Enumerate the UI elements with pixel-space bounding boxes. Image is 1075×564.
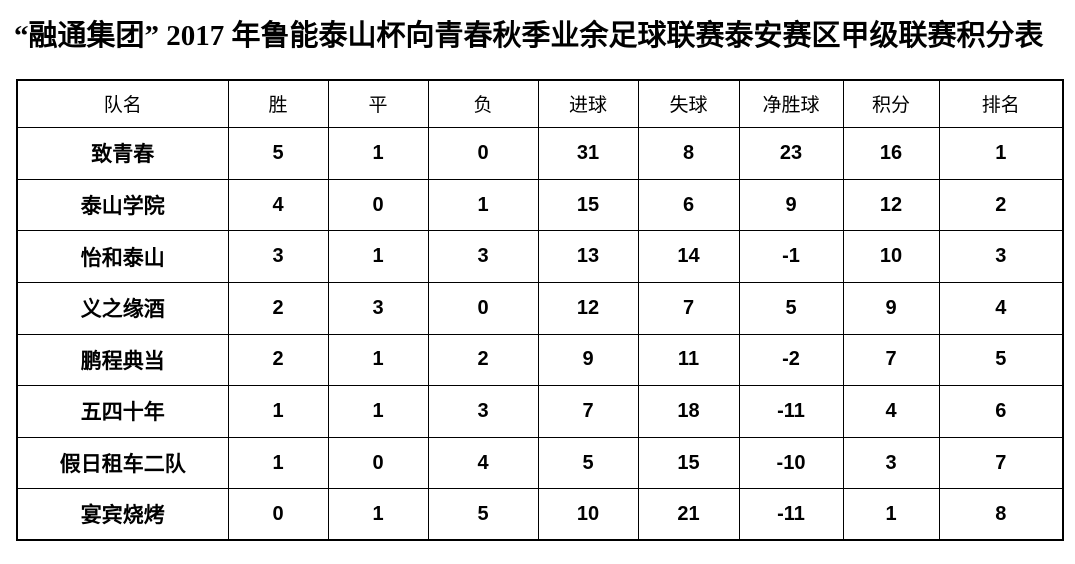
team-name-cell: 假日租车二队 <box>16 436 229 490</box>
stat-cell: 9 <box>738 178 844 232</box>
stat-cell: 1 <box>227 436 329 490</box>
table-row: 五四十年 1 1 3 7 18 -11 4 6 <box>16 385 1064 438</box>
column-header-7: 积分 <box>842 79 940 129</box>
stat-cell: 15 <box>537 178 639 232</box>
stat-cell: 1 <box>327 127 429 180</box>
stat-cell: 1 <box>327 333 429 387</box>
stat-cell: 5 <box>938 333 1064 387</box>
stat-cell: 6 <box>938 385 1064 438</box>
stat-cell: 5 <box>738 281 844 335</box>
team-name-cell: 宴宾烧烤 <box>16 488 229 541</box>
team-name-cell: 义之缘酒 <box>16 281 229 335</box>
team-name-cell: 泰山学院 <box>16 178 229 232</box>
stat-cell: 1 <box>327 230 429 283</box>
standings-document: “融通集团” 2017 年鲁能泰山杯向青春秋季业余足球联赛泰安赛区甲级联赛积分表… <box>0 18 1075 564</box>
stat-cell: 6 <box>637 178 740 232</box>
column-header-5: 失球 <box>637 79 740 129</box>
column-header-3: 负 <box>427 79 539 129</box>
stat-cell: 13 <box>537 230 639 283</box>
stat-cell: 9 <box>842 281 940 335</box>
team-name-cell: 鹏程典当 <box>16 333 229 387</box>
stat-cell: 2 <box>938 178 1064 232</box>
table-row: 义之缘酒 2 3 0 12 7 5 9 4 <box>16 281 1064 335</box>
page-title: “融通集团” 2017 年鲁能泰山杯向青春秋季业余足球联赛泰安赛区甲级联赛积分表 <box>14 20 1044 52</box>
team-name-cell: 致青春 <box>16 127 229 180</box>
stat-cell: 8 <box>938 488 1064 541</box>
stat-cell: 3 <box>938 230 1064 283</box>
table-body: 致青春 5 1 0 31 8 23 16 1 泰山学院 4 0 1 15 6 9 12 2 怡和泰山 3 1 3 13 14-… <box>16 127 1064 541</box>
team-name-cell: 怡和泰山 <box>16 230 229 283</box>
stat-cell: 0 <box>327 436 429 490</box>
stat-cell: 15 <box>637 436 740 490</box>
stat-cell: 1 <box>327 385 429 438</box>
stat-cell: 10 <box>842 230 940 283</box>
stat-cell: 3 <box>327 281 429 335</box>
stat-cell: 14 <box>637 230 740 283</box>
stat-cell: 4 <box>227 178 329 232</box>
column-header-0: 队名 <box>16 79 229 129</box>
stat-cell: 7 <box>537 385 639 438</box>
stat-cell: 21 <box>637 488 740 541</box>
stat-cell: 5 <box>537 436 639 490</box>
stat-cell: 8 <box>637 127 740 180</box>
stat-cell: 7 <box>637 281 740 335</box>
table-row: 宴宾烧烤 0 1 5 10 21 -11 1 8 <box>16 488 1064 541</box>
stat-cell: 2 <box>427 333 539 387</box>
stat-cell: 0 <box>427 127 539 180</box>
column-header-6: 净胜球 <box>738 79 844 129</box>
table-header-row: 队名胜平负进球 失球 净胜球 积分 排名 <box>16 79 1064 129</box>
stat-cell: 0 <box>227 488 329 541</box>
stat-cell: 31 <box>537 127 639 180</box>
stat-cell: 3 <box>427 385 539 438</box>
stat-cell: -1 <box>738 230 844 283</box>
stat-cell: 3 <box>227 230 329 283</box>
stat-cell: 1 <box>327 488 429 541</box>
stat-cell: 9 <box>537 333 639 387</box>
table-row: 泰山学院 4 0 1 15 6 9 12 2 <box>16 178 1064 232</box>
stat-cell: 11 <box>637 333 740 387</box>
stat-cell: -11 <box>738 385 844 438</box>
stat-cell: 23 <box>738 127 844 180</box>
stat-cell: 3 <box>842 436 940 490</box>
stat-cell: 1 <box>938 127 1064 180</box>
stat-cell: 5 <box>227 127 329 180</box>
stat-cell: 4 <box>427 436 539 490</box>
stat-cell: 4 <box>938 281 1064 335</box>
stat-cell: 16 <box>842 127 940 180</box>
team-name-cell: 五四十年 <box>16 385 229 438</box>
stat-cell: 3 <box>427 230 539 283</box>
stat-cell: 5 <box>427 488 539 541</box>
stat-cell: 1 <box>427 178 539 232</box>
stat-cell: 18 <box>637 385 740 438</box>
stat-cell: 0 <box>427 281 539 335</box>
column-header-4: 进球 <box>537 79 639 129</box>
stat-cell: 7 <box>842 333 940 387</box>
stat-cell: 1 <box>842 488 940 541</box>
standings-table: 队名胜平负进球 失球 净胜球 积分 排名 致青春 5 1 0 31 8 23 16 1 泰山学院 4 0 1 15… <box>16 78 1064 542</box>
stat-cell: -11 <box>738 488 844 541</box>
stat-cell: 4 <box>842 385 940 438</box>
stat-cell: 2 <box>227 281 329 335</box>
stat-cell: -10 <box>738 436 844 490</box>
stat-cell: 7 <box>938 436 1064 490</box>
column-header-2: 平 <box>327 79 429 129</box>
stat-cell: 10 <box>537 488 639 541</box>
column-header-8: 排名 <box>938 79 1064 129</box>
stat-cell: 12 <box>537 281 639 335</box>
stat-cell: 2 <box>227 333 329 387</box>
stat-cell: 0 <box>327 178 429 232</box>
table-row: 假日租车二队 1 0 4 5 15 -10 3 7 <box>16 436 1064 490</box>
column-header-1: 胜 <box>227 79 329 129</box>
table-row: 鹏程典当 2 1 2 9 11 -2 7 5 <box>16 333 1064 387</box>
table-row: 致青春 5 1 0 31 8 23 16 1 <box>16 127 1064 180</box>
stat-cell: -2 <box>738 333 844 387</box>
stat-cell: 1 <box>227 385 329 438</box>
table-row: 怡和泰山 3 1 3 13 14 -1 10 3 <box>16 230 1064 283</box>
stat-cell: 12 <box>842 178 940 232</box>
